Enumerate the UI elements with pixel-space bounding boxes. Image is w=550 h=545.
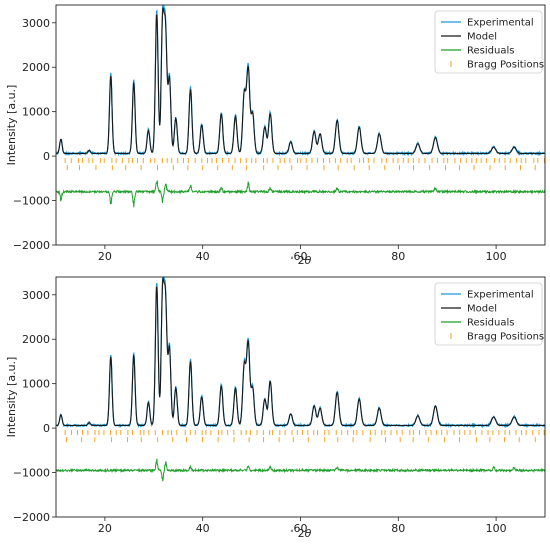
residuals-line bbox=[56, 180, 545, 208]
legend-label: Model bbox=[467, 32, 497, 43]
y-tick-label: −1000 bbox=[13, 195, 50, 208]
x-tick-label: 80 bbox=[391, 250, 405, 263]
x-axis-label: ∘ 2θ bbox=[290, 254, 312, 267]
legend-label: Model bbox=[467, 304, 497, 315]
y-tick-label: 1000 bbox=[22, 378, 50, 391]
y-axis-label: Intensity [a.u.] bbox=[5, 357, 18, 438]
x-tick-label: 100 bbox=[486, 250, 507, 263]
model-line bbox=[56, 7, 545, 154]
x-tick-label: 60 bbox=[294, 522, 308, 535]
legend-label: Experimental bbox=[467, 290, 534, 301]
legend-box bbox=[434, 282, 543, 346]
legend-label: Bragg Positions bbox=[467, 60, 544, 71]
plot-area bbox=[56, 277, 545, 482]
y-tick-label: 1000 bbox=[22, 106, 50, 119]
y-tick-label: 2000 bbox=[22, 333, 50, 346]
y-tick-label: 0 bbox=[43, 422, 50, 435]
legend-label: Residuals bbox=[467, 318, 514, 329]
y-tick-label: 3000 bbox=[22, 289, 50, 302]
legend-label: Experimental bbox=[467, 18, 534, 29]
y-axis-label: Intensity [a.u.] bbox=[5, 85, 18, 166]
x-tick-label: 100 bbox=[486, 522, 507, 535]
y-tick-label: 3000 bbox=[22, 17, 50, 30]
y-tick-label: 0 bbox=[43, 150, 50, 163]
x-tick-label: 20 bbox=[98, 522, 112, 535]
top-panel: 20 40 60 80 100 −2000 −1000 0 1000 2000 3000 ∘ 2θ In… bbox=[5, 4, 546, 267]
x-axis-label: ∘ 2θ bbox=[290, 527, 312, 540]
x-tick-label: 40 bbox=[196, 250, 210, 263]
model-line bbox=[56, 277, 545, 426]
x-tick-label: 60 bbox=[294, 250, 308, 263]
x-tick-label: 20 bbox=[98, 250, 112, 263]
y-tick-label: −2000 bbox=[13, 511, 50, 524]
x-tick-label: 40 bbox=[196, 522, 210, 535]
legend-label: Bragg Positions bbox=[467, 332, 544, 343]
legend-label: Residuals bbox=[467, 46, 514, 57]
residuals-line bbox=[56, 458, 545, 482]
y-tick-label: −2000 bbox=[13, 239, 50, 252]
bottom-panel: 20 40 60 80 100 −2000 −1000 0 1000 2000 3000 ∘ 2θ In… bbox=[5, 276, 546, 540]
x-tick-label: 80 bbox=[391, 522, 405, 535]
legend-box bbox=[434, 10, 543, 74]
y-tick-label: −1000 bbox=[13, 467, 50, 480]
plot-area bbox=[56, 5, 545, 208]
y-tick-label: 2000 bbox=[22, 61, 50, 74]
